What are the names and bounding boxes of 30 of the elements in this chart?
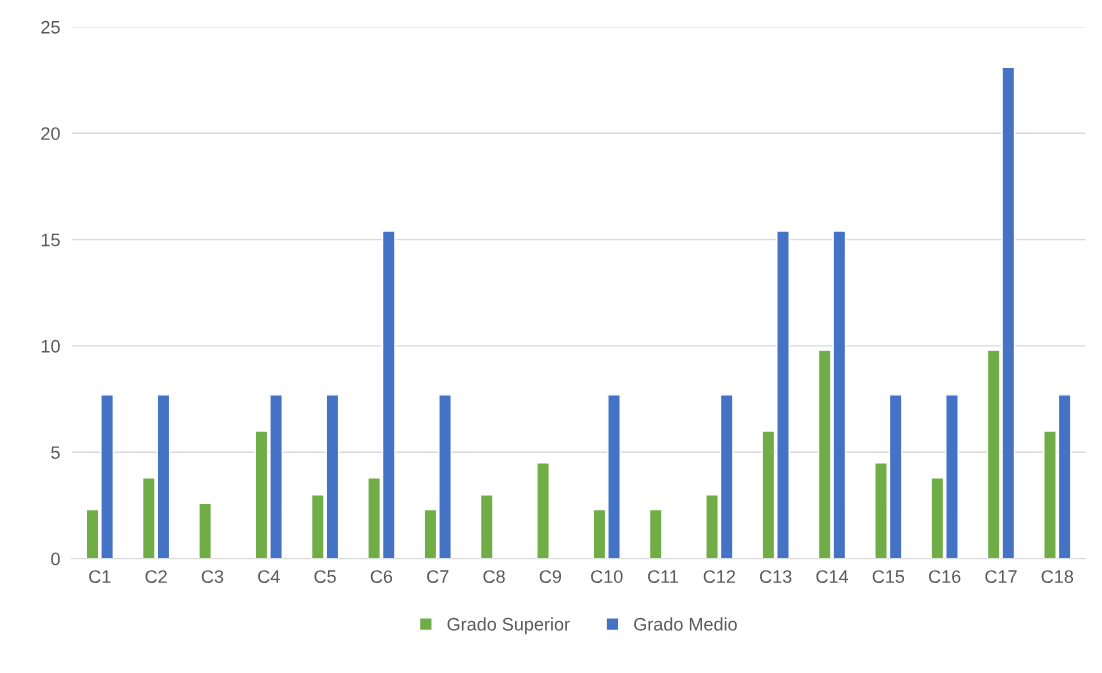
legend-label: Grado Superior <box>447 617 570 635</box>
x-tick-label: C14 <box>816 570 849 583</box>
x-tick-label: C9 <box>539 570 562 583</box>
y-tick-label: 5 <box>51 446 60 459</box>
x-tick-label: C18 <box>1041 570 1074 583</box>
x-tick-label: C16 <box>929 570 961 583</box>
y-tick-label: 10 <box>41 339 60 353</box>
x-tick-label: C2 <box>145 570 167 583</box>
y-tick-label: 0 <box>51 552 60 566</box>
x-tick-label: C1 <box>89 570 111 583</box>
bar <box>648 508 663 559</box>
x-tick-label: C7 <box>427 570 449 583</box>
legend-label: Grado Medio <box>634 617 737 631</box>
x-tick-label: C8 <box>483 570 505 583</box>
x-tick-label: C15 <box>872 570 905 583</box>
y-tick-label: 25 <box>41 20 60 34</box>
x-tick-label: C4 <box>258 570 280 583</box>
y-tick-label: 15 <box>41 233 60 247</box>
x-tick-label: C13 <box>760 570 792 583</box>
x-tick-label: C5 <box>314 570 336 583</box>
bar <box>479 494 494 559</box>
bar <box>198 502 213 559</box>
x-tick-label: C10 <box>591 570 623 583</box>
x-tick-label: C17 <box>985 570 1017 583</box>
x-tick-label: C12 <box>703 570 736 583</box>
y-tick-label: 20 <box>41 127 60 140</box>
x-tick-label: C3 <box>201 570 224 583</box>
x-tick-label: C11 <box>648 570 679 583</box>
bar <box>536 462 550 559</box>
x-tick-label: C6 <box>370 570 393 583</box>
